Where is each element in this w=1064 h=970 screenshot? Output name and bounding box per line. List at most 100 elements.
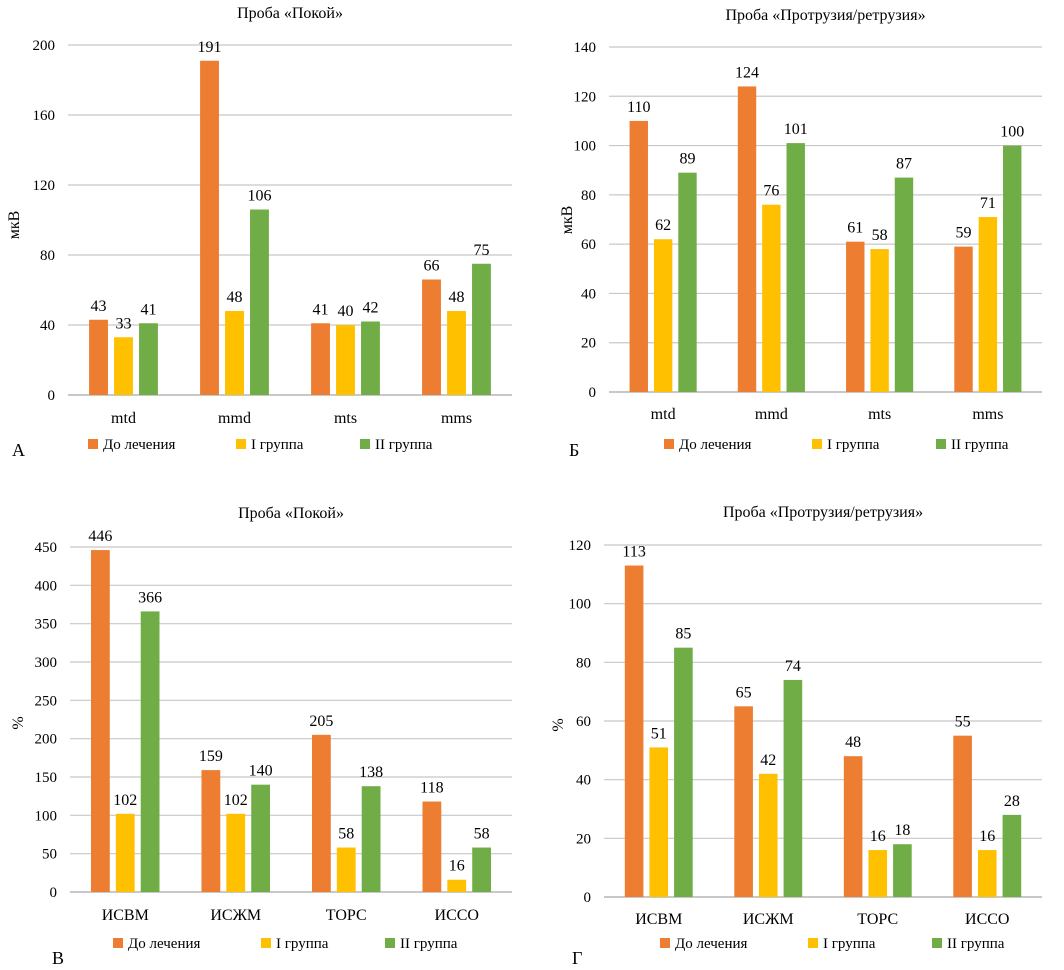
bar	[734, 706, 753, 897]
data-label: 43	[91, 298, 107, 315]
panel-letter: В	[52, 948, 64, 968]
x-tick-label: mtd	[651, 406, 676, 423]
legend-swatch	[385, 938, 395, 948]
y-tick-label: 200	[35, 732, 58, 748]
bar	[758, 773, 778, 897]
legend-label: До лечения	[128, 936, 201, 952]
bar	[978, 217, 998, 392]
y-tick-label: 20	[581, 336, 596, 352]
data-label: 62	[655, 217, 671, 234]
y-tick-label: 60	[576, 714, 591, 730]
legend-label: I группа	[827, 437, 880, 453]
data-label: 76	[763, 183, 779, 200]
y-tick-label: 0	[50, 885, 58, 901]
legend-swatch	[936, 439, 946, 449]
y-tick-label: 40	[581, 286, 596, 302]
x-tick-label: ИССО	[965, 911, 1009, 928]
y-tick-label: 120	[33, 178, 56, 194]
x-tick-label: ТОРС	[857, 911, 898, 928]
data-label: 113	[622, 544, 645, 561]
y-axis-label: мкВ	[6, 211, 23, 240]
chart-panel: Проба «Покой» 0 40 80 120 160 200 мкВ 43 33 41 mtd 1…	[6, 5, 512, 460]
data-label: 100	[1000, 124, 1024, 141]
legend-label: До лечения	[675, 936, 748, 952]
y-tick-label: 50	[42, 847, 57, 863]
legend-label: II группа	[375, 437, 433, 453]
bar	[653, 239, 673, 392]
data-label: 55	[955, 714, 971, 731]
data-label: 58	[474, 826, 490, 843]
y-tick-label: 0	[48, 388, 56, 404]
bar	[250, 209, 269, 395]
panel-letter: Г	[572, 948, 582, 968]
bar	[200, 60, 219, 395]
legend-label: I группа	[251, 437, 304, 453]
data-label: 191	[198, 39, 222, 56]
data-label: 159	[199, 748, 223, 765]
data-label: 41	[313, 301, 329, 318]
bar	[893, 844, 912, 897]
bar	[89, 319, 108, 395]
y-tick-label: 40	[40, 318, 55, 334]
data-label: 138	[359, 764, 383, 781]
x-tick-label: mts	[868, 406, 891, 423]
data-label: 205	[309, 713, 333, 730]
y-tick-label: 200	[33, 38, 56, 54]
chart-title: Проба «Покой»	[237, 5, 343, 22]
data-label: 446	[88, 528, 112, 545]
data-label: 40	[338, 303, 354, 320]
y-tick-label: 100	[574, 139, 597, 155]
bar	[624, 565, 644, 897]
bar	[674, 647, 693, 897]
chart-title: Проба «Покой»	[238, 505, 344, 522]
x-tick-label: ИСЖМ	[210, 907, 261, 924]
data-label: 42	[760, 752, 776, 769]
bar	[472, 847, 492, 892]
legend: До лечения I группа II группа	[660, 936, 1005, 952]
data-label: 58	[872, 227, 888, 244]
y-tick-label: 140	[574, 40, 597, 56]
x-tick-label: mms	[972, 406, 1003, 423]
bar	[629, 120, 648, 392]
bar	[977, 850, 997, 897]
legend-swatch	[113, 938, 123, 948]
legend-label: II группа	[400, 936, 458, 952]
legend-label: I группа	[823, 936, 876, 952]
y-tick-label: 450	[35, 540, 58, 556]
bar	[678, 172, 697, 392]
y-tick-label: 150	[35, 770, 58, 786]
data-label: 118	[420, 780, 443, 797]
data-label: 16	[449, 858, 465, 875]
bar	[954, 246, 973, 392]
data-label: 59	[956, 225, 972, 242]
data-label: 124	[735, 64, 759, 81]
legend-swatch	[261, 938, 271, 948]
bar	[336, 325, 355, 395]
panel-letter: А	[12, 440, 25, 460]
bar	[870, 249, 889, 392]
x-tick-label: ИСВМ	[102, 907, 149, 924]
legend-swatch	[664, 439, 674, 449]
y-tick-label: 80	[576, 655, 591, 671]
chart-title: Проба «Протрузия/ретрузия»	[725, 7, 925, 24]
data-label: 48	[845, 734, 861, 751]
legend: До лечения I группа II группа	[113, 936, 458, 952]
data-label: 58	[338, 826, 354, 843]
data-label: 89	[679, 151, 695, 168]
chart-panel: Проба «Протрузия/ретрузия» 0 20 40 60 80 100 12…	[550, 504, 1042, 968]
x-tick-label: ИСВМ	[635, 911, 682, 928]
y-tick-label: 250	[35, 693, 58, 709]
y-axis-label: мкВ	[559, 206, 576, 235]
y-tick-label: 100	[569, 597, 592, 613]
y-axis-label: %	[550, 718, 567, 731]
x-tick-label: mmd	[755, 406, 788, 423]
bar	[226, 813, 246, 892]
legend-swatch	[360, 439, 370, 449]
y-axis-label: %	[10, 716, 27, 729]
y-tick-label: 80	[581, 188, 596, 204]
y-tick-label: 120	[569, 538, 592, 554]
bar	[225, 311, 244, 395]
bar	[1003, 145, 1022, 392]
data-label: 106	[247, 188, 271, 205]
